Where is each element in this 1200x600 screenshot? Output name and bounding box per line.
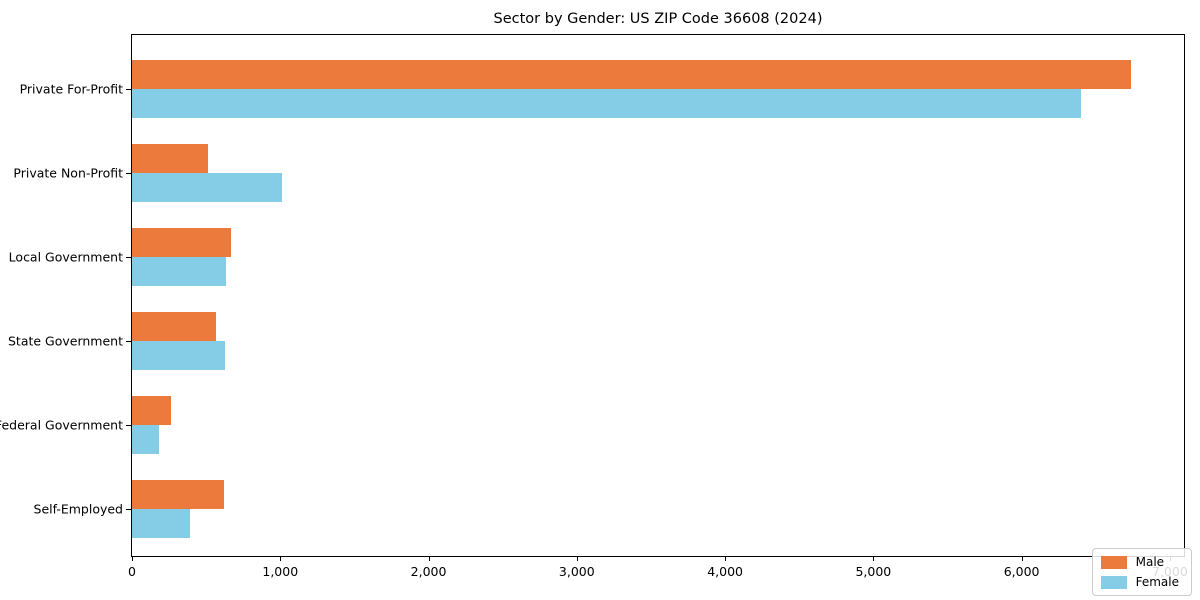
x-tick-label: 3,000 [558,564,595,579]
bar-female [132,89,1081,118]
female-swatch-icon [1100,575,1127,589]
x-tick-label: 6,000 [1003,564,1040,579]
y-tick-mark [126,257,131,258]
x-tick-label: 2,000 [410,564,447,579]
legend-label-female: Female [1135,575,1179,589]
bar-male [132,60,1132,89]
plot-area: Private For-Profit Private Non-Profit Loca… [0,34,1188,579]
bar-male [132,396,171,425]
x-tick-mark [280,556,282,561]
y-tick-label: Private Non-Profit [13,165,123,181]
y-tick-label: Private For-Profit [19,81,123,97]
bar-male [132,228,232,257]
x-tick-mark [132,556,133,561]
bar-female [132,173,282,202]
bar-male [132,312,216,341]
y-tick-mark [126,89,131,90]
x-tick-mark [725,556,727,561]
y-tick-mark [126,425,131,426]
y-tick-label: Local Government [8,249,123,265]
y-tick-label: State Government [7,333,123,349]
legend-label-male: Male [1135,555,1165,569]
x-tick-mark [873,556,875,561]
bar-male [132,480,224,509]
x-tick-label: 4,000 [707,564,743,579]
x-tick-label: 0 [128,564,136,579]
bar-female [132,425,159,454]
legend-entry-female: Female [1100,575,1179,589]
x-tick-mark [576,556,578,561]
bar-male [132,144,208,173]
bar-female [132,509,190,538]
y-tick-mark [126,341,131,342]
legend: Male Female [1091,548,1192,596]
x-tick-mark [1021,556,1023,561]
y-tick-label: Self-Employed [33,501,123,517]
x-tick-label: 1,000 [262,564,299,579]
male-swatch-icon [1100,555,1127,569]
y-tick-label: Federal Government [0,417,123,433]
x-tick-label: 5,000 [855,564,892,579]
x-tick-mark [428,556,430,561]
y-tick-mark [126,509,131,510]
chart-title: Sector by Gender: US ZIP Code 36608 (202… [493,11,823,27]
bar-female [132,341,225,370]
legend-entry-male: Male [1100,555,1179,569]
bar-female [132,257,227,286]
y-tick-mark [126,173,131,174]
